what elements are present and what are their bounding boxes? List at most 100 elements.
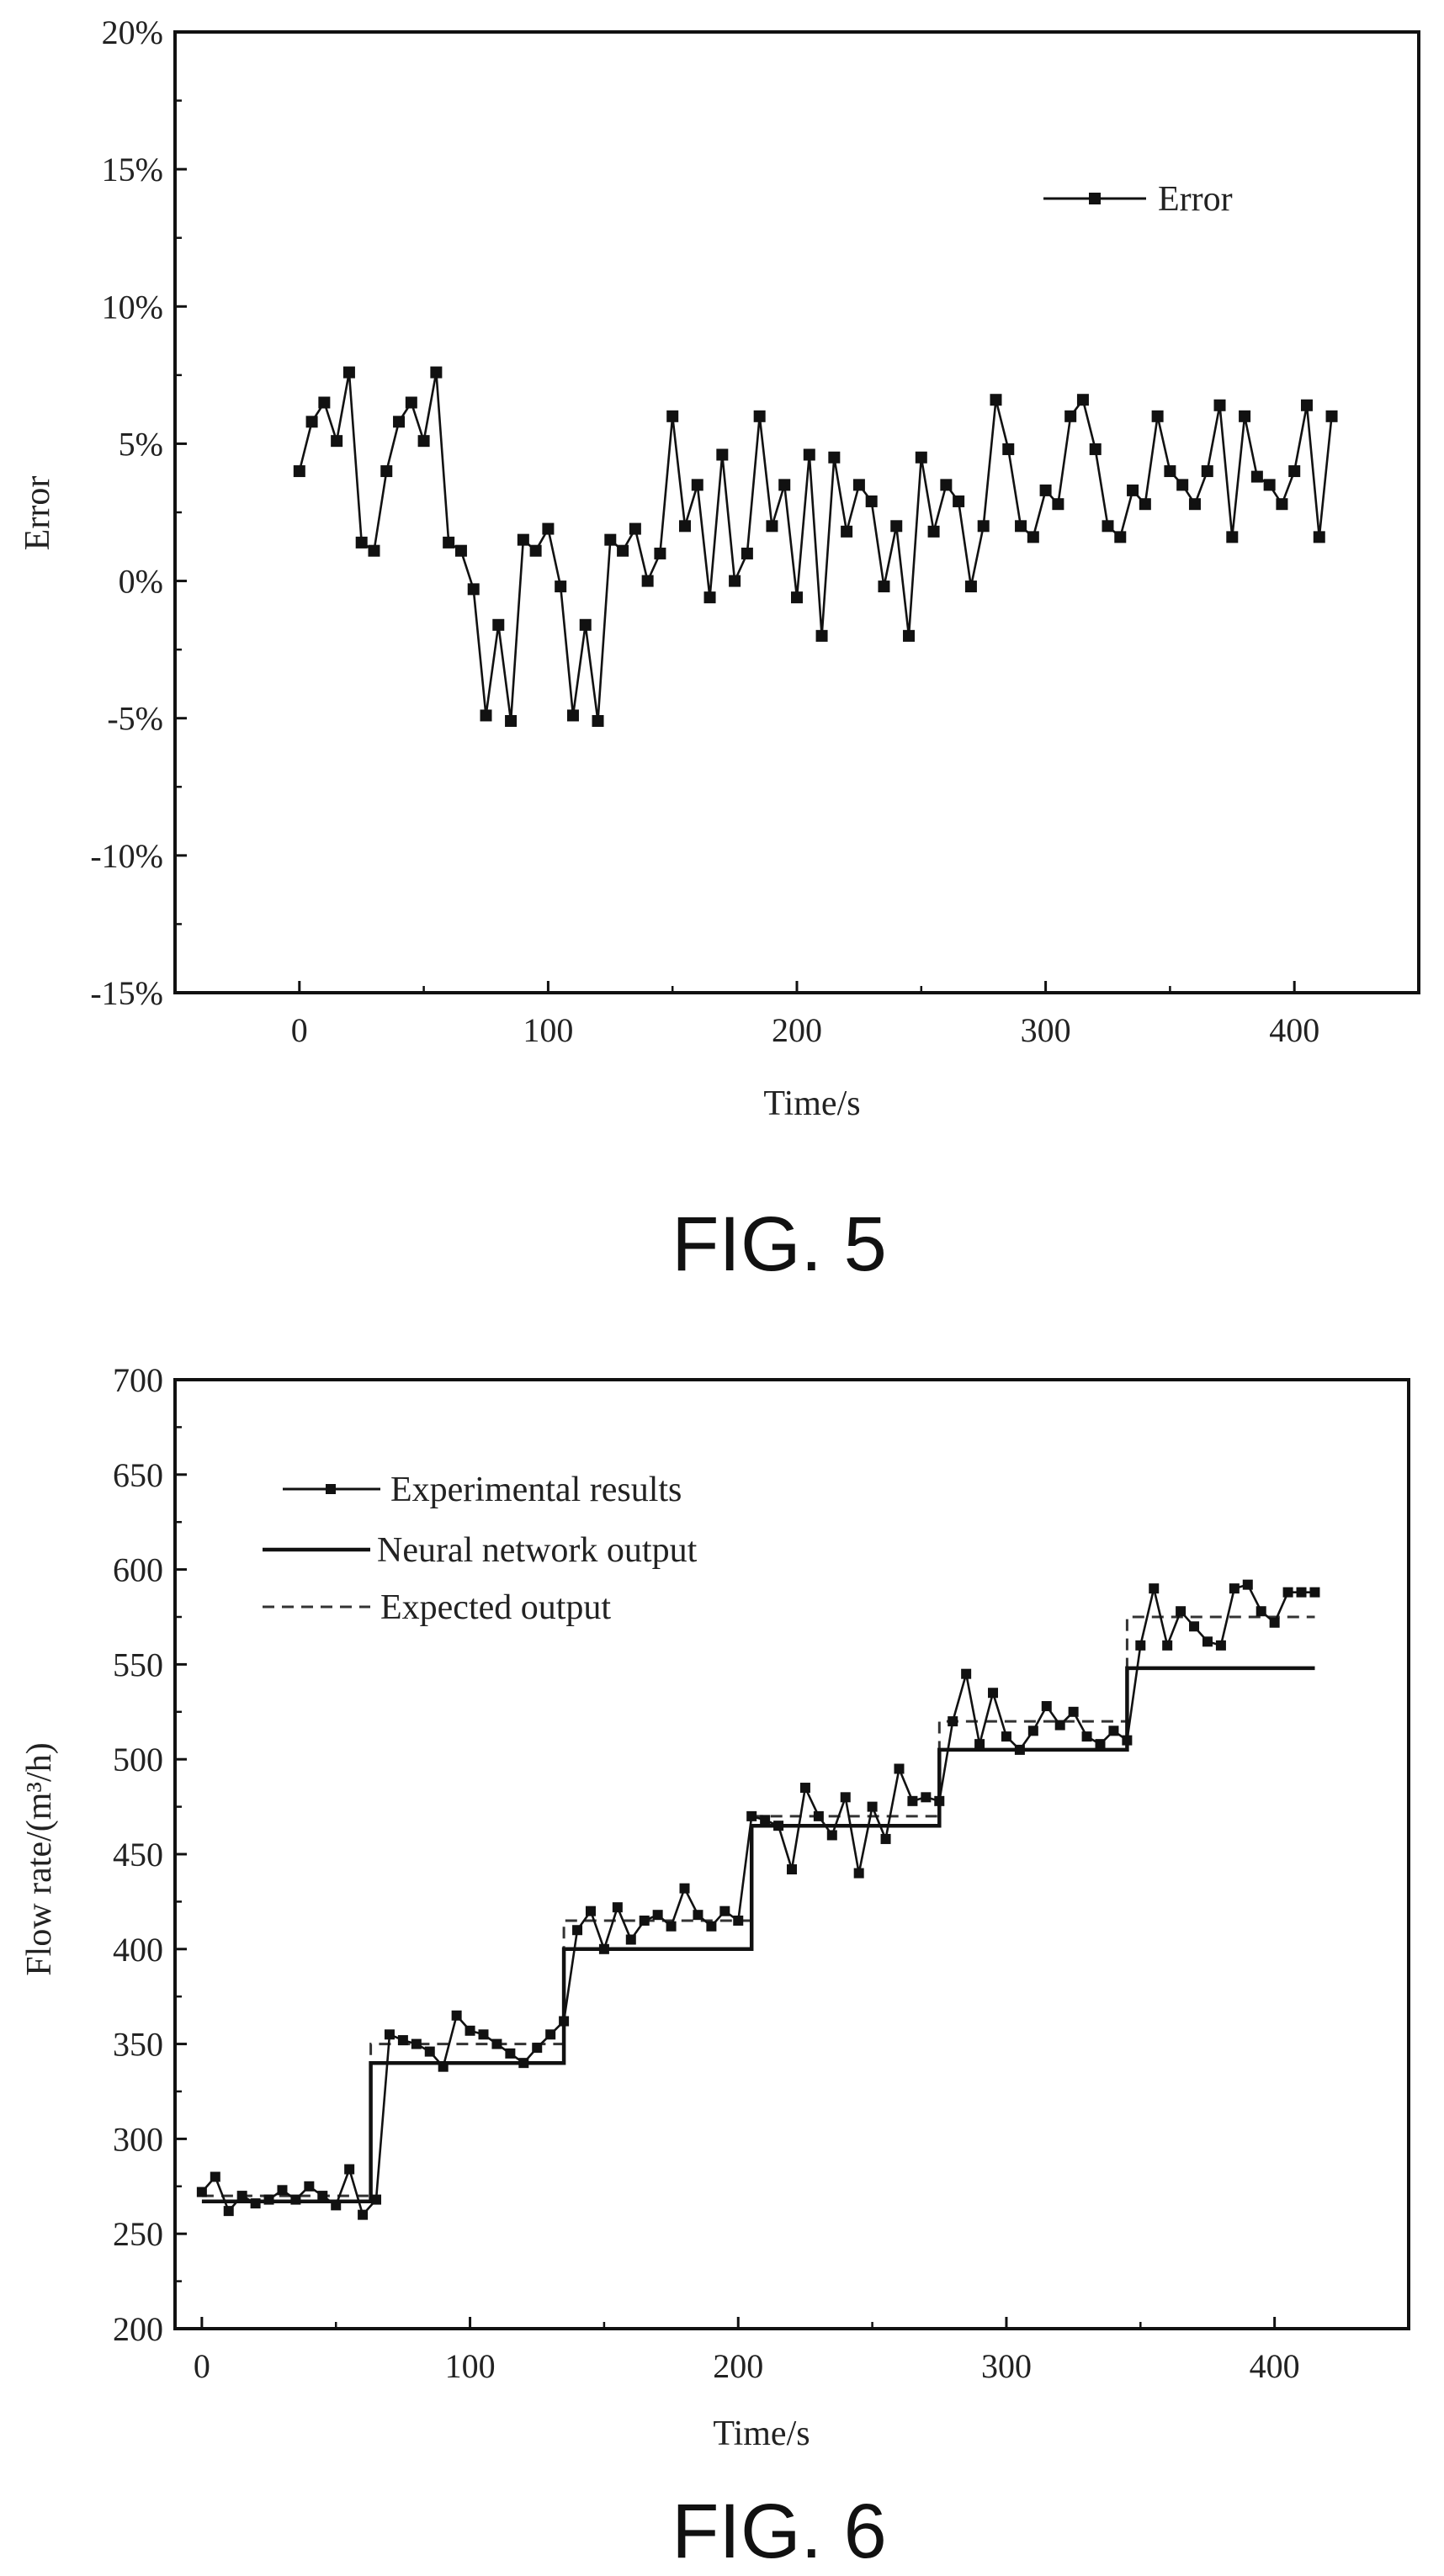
fig5-y-tick-label: 20%	[102, 13, 163, 51]
fig6-experimental-point	[1229, 1583, 1240, 1594]
fig6-y-tick-label: 250	[113, 2215, 163, 2253]
fig6-experimental-point	[210, 2171, 220, 2182]
fig6-experimental-point	[424, 2046, 435, 2057]
fig6-experimental-point	[559, 2016, 570, 2027]
fig5-error-point	[903, 629, 916, 642]
fig6-experimental-point	[1068, 1706, 1079, 1717]
fig6-experimental-point	[411, 2038, 422, 2049]
fig6-legend-label-experimental: Experimental results	[390, 1471, 682, 1509]
fig6-y-tick-label: 300	[113, 2120, 163, 2158]
fig6-experimental-point	[1135, 1640, 1146, 1651]
fig6-experimental-point	[478, 2029, 489, 2040]
fig5-error-point	[703, 591, 716, 604]
fig6-experimental-point	[612, 1902, 623, 1913]
fig5-error-point	[890, 520, 903, 533]
fig6-experimental-point	[331, 2200, 342, 2211]
fig6-experimental-point	[1189, 1621, 1200, 1632]
fig5-error-point	[604, 533, 617, 546]
fig6-experimental-point	[1014, 1744, 1025, 1755]
fig5-error-point	[1164, 465, 1176, 478]
fig5-error-line	[298, 371, 1333, 723]
fig6-x-tick-label: 200	[713, 2347, 763, 2385]
fig5-error-point	[1151, 410, 1164, 422]
fig5-x-tick-label: 300	[1021, 1011, 1071, 1049]
fig6-plot-frame	[173, 1378, 1410, 2330]
fig6-experimental-point	[451, 2010, 462, 2021]
fig6-legend-marker-experimental	[326, 1484, 336, 1494]
fig6-experimental-point	[1242, 1579, 1253, 1590]
fig6-experimental-point	[961, 1668, 972, 1679]
fig6-series	[196, 1579, 1320, 2220]
fig5-y-tick-label: 10%	[102, 288, 163, 326]
fig6-experimental-point	[1296, 1587, 1307, 1598]
fig6-y-axis: 200 250 300 350 400 450 500 550 600 650 700	[113, 1361, 187, 2348]
fig5-error-point	[977, 520, 990, 533]
fig5-error-point	[517, 533, 529, 546]
fig5-error-point	[828, 451, 841, 464]
fig6-y-tick-label: 450	[113, 1836, 163, 1874]
fig5-error-point	[579, 618, 592, 631]
fig6-experimental-point	[438, 2061, 449, 2072]
fig6-experimental-point	[317, 2191, 328, 2202]
fig5-error-point	[915, 451, 927, 464]
fig6-experimental-point	[505, 2048, 516, 2059]
fig6-y-tick-label: 700	[113, 1361, 163, 1399]
fig6-caption: FIG. 6	[672, 2489, 887, 2574]
fig5-error-point	[865, 495, 878, 507]
fig6-experimental-point	[894, 1763, 905, 1774]
fig6-experimental-point	[988, 1688, 999, 1699]
fig5-error-point	[1188, 498, 1201, 511]
fig5-error-point	[716, 448, 729, 461]
fig6-x-axis: 0 100 200 300 400	[194, 2317, 1300, 2385]
fig6-y-axis-label: Flow rate/(m³/h)	[20, 1742, 59, 1975]
fig6-experimental-point	[799, 1783, 810, 1794]
fig6-experimental-point	[304, 2181, 315, 2192]
fig5-error-point	[654, 547, 666, 559]
fig5-error-point	[342, 366, 355, 379]
fig5-y-tick-label: -10%	[90, 837, 163, 875]
fig6-flow-rate-chart: 200 250 300 350 400 450 500 550 600 650 700 0 100 20…	[20, 1361, 1410, 2453]
fig5-x-axis-label: Time/s	[763, 1084, 860, 1123]
fig5-error-point	[1250, 470, 1263, 483]
fig6-y-tick-label: 650	[113, 1456, 163, 1494]
fig5-legend-label-error: Error	[1158, 180, 1233, 219]
fig6-x-tick-label: 0	[194, 2347, 210, 2385]
fig5-error-point	[355, 536, 368, 549]
fig5-error-point	[815, 629, 828, 642]
fig5-legend: Error	[1043, 180, 1233, 219]
fig6-experimental-point	[813, 1810, 824, 1821]
fig5-error-point	[417, 435, 430, 448]
fig6-experimental-point	[236, 2191, 247, 2202]
fig6-experimental-point	[1215, 1640, 1226, 1651]
fig6-experimental-point	[921, 1792, 932, 1803]
fig6-experimental-point	[853, 1868, 864, 1879]
fig6-experimental-point	[773, 1821, 784, 1831]
fig5-x-axis: 0 100 200 300 400	[291, 981, 1319, 1049]
fig5-error-point	[1263, 479, 1276, 491]
fig6-experimental-point	[1081, 1731, 1092, 1742]
fig6-experimental-point	[1108, 1725, 1119, 1736]
fig5-error-point	[852, 479, 865, 491]
fig6-experimental-point	[1095, 1739, 1106, 1750]
fig5-y-tick-label: -5%	[107, 700, 163, 738]
fig6-x-axis-label: Time/s	[713, 2414, 810, 2453]
fig6-experimental-point	[948, 1716, 958, 1727]
fig5-error-point	[666, 410, 679, 422]
fig6-experimental-point	[652, 1910, 663, 1921]
fig6-experimental-point	[371, 2194, 382, 2205]
fig5-error-point	[1089, 443, 1102, 455]
fig5-error-point	[629, 522, 641, 535]
fig5-error-point	[1325, 410, 1338, 422]
fig5-error-point	[430, 366, 443, 379]
fig5-error-point	[1039, 484, 1052, 496]
fig6-experimental-point	[974, 1739, 985, 1750]
fig5-error-point	[592, 714, 604, 727]
fig5-error-point	[841, 525, 853, 538]
fig5-error-point	[990, 394, 1002, 406]
fig6-experimental-point	[397, 2035, 408, 2046]
fig5-error-point	[480, 709, 492, 722]
fig6-experimental-point	[585, 1905, 596, 1916]
fig6-experimental-point	[840, 1792, 851, 1803]
fig5-error-point	[454, 544, 467, 557]
fig5-error-point	[380, 465, 393, 478]
